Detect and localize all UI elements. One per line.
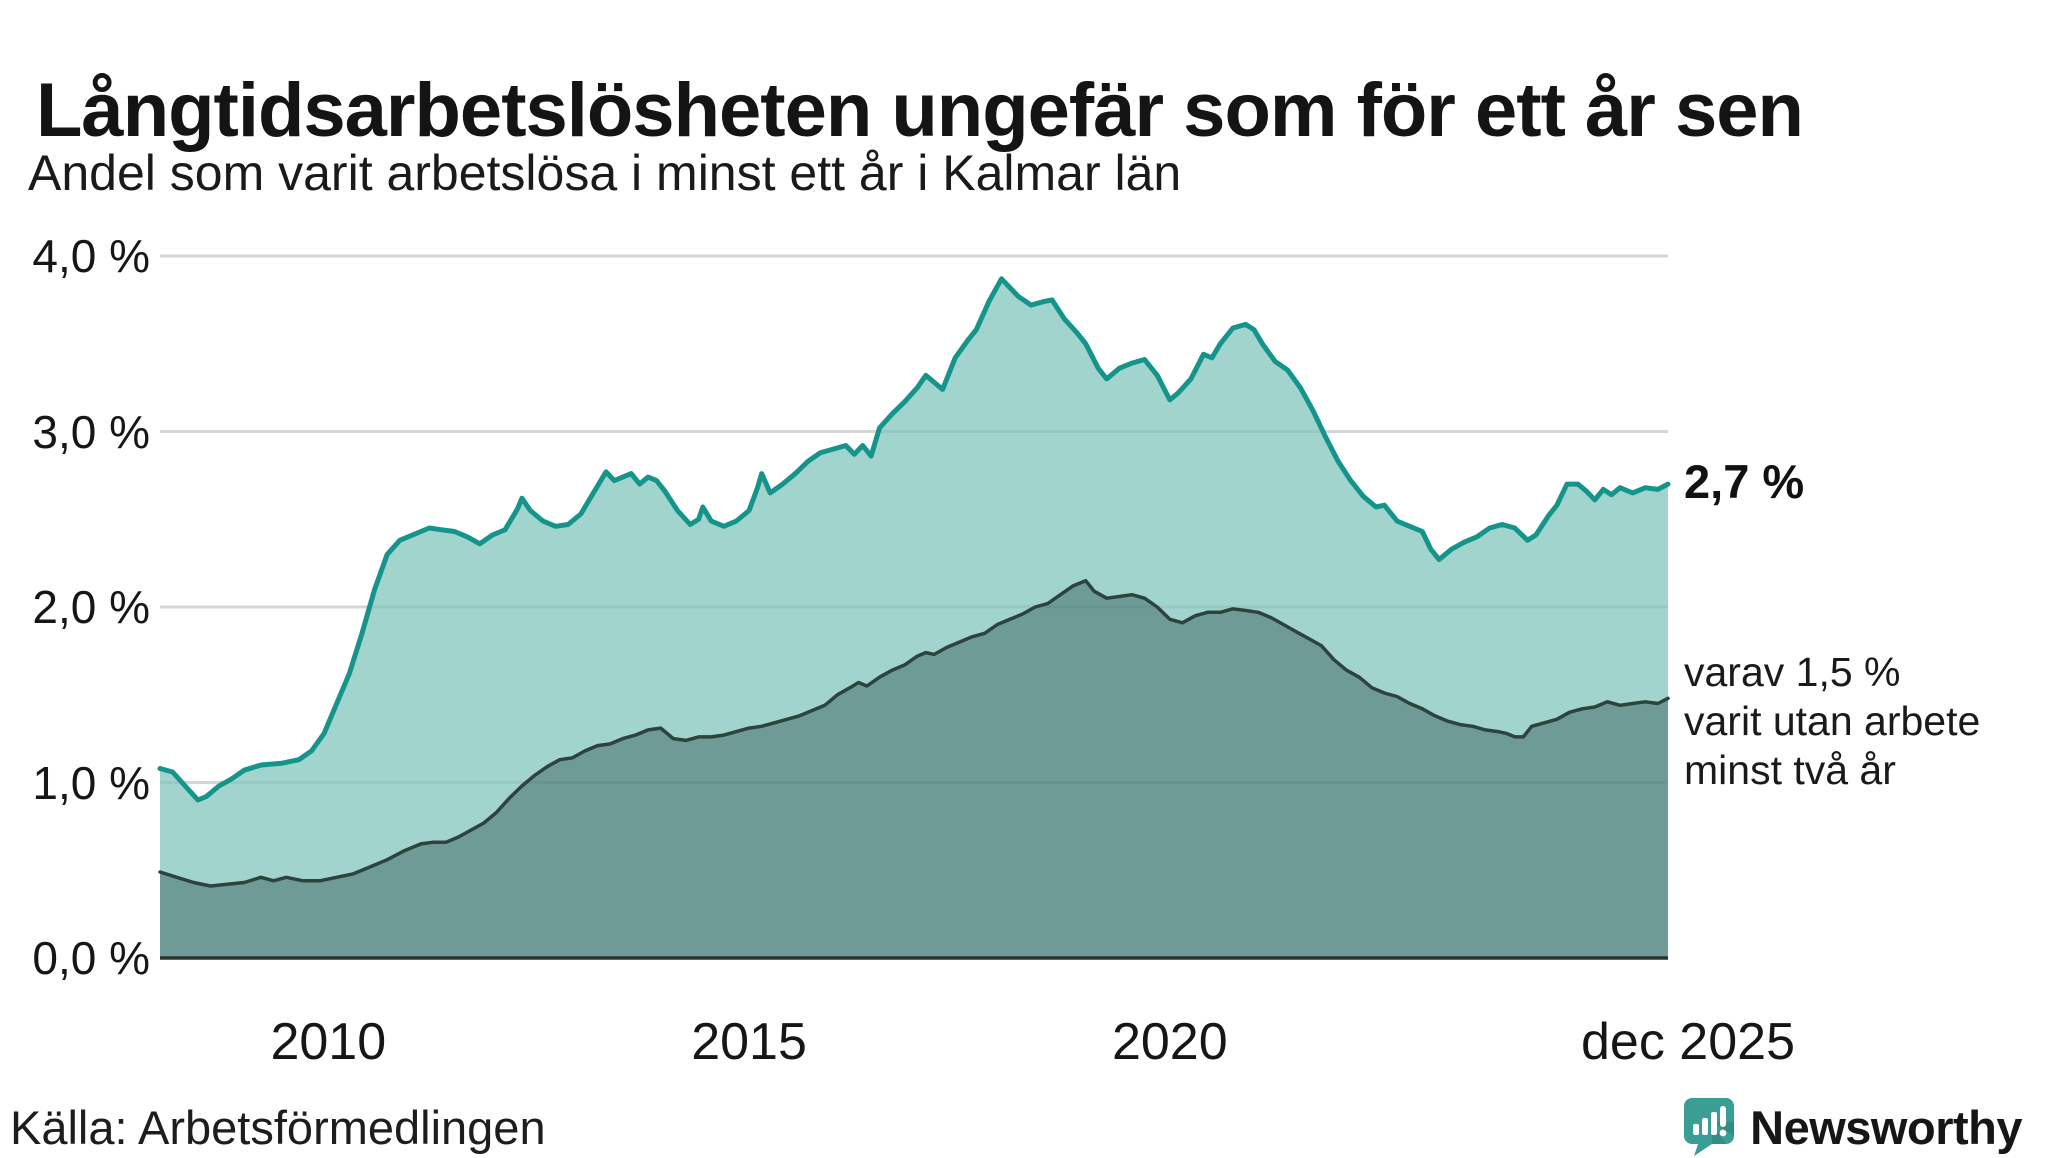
area-fill-two-years: [160, 580, 1668, 958]
line-two-years: [158, 578, 1670, 888]
source-note: Källa: Arbetsförmedlingen: [10, 1101, 546, 1154]
x-tick-label: dec 2025: [1581, 1013, 1795, 1071]
x-tick-label: 2015: [691, 1013, 807, 1071]
y-tick-label: 2,0 %: [32, 581, 150, 633]
newsworthy-logo-icon: [1684, 1098, 1735, 1156]
y-tick-label: 1,0 %: [32, 756, 150, 809]
secondary-value-label: varav 1,5 % varit utan arbete minst två …: [1684, 648, 1980, 795]
chart-title: Långtidsarbetslösheten ungefär som för e…: [36, 67, 1804, 153]
x-tick-label: 2010: [270, 1013, 387, 1071]
secondary-value-line: varit utan arbete: [1684, 698, 1981, 745]
secondary-value-line: varav 1,5 %: [1684, 649, 1901, 696]
x-tick-label: 2020: [1111, 1013, 1228, 1071]
y-tick-label: 0,0 %: [32, 932, 150, 984]
latest-value-label: 2,7 %: [1684, 455, 1805, 509]
brand-lockup: Newsworthy: [1682, 1096, 2022, 1158]
brand-name: Newsworthy: [1750, 1100, 2022, 1154]
chart-subtitle: Andel som varit arbetslösa i minst ett å…: [28, 145, 1182, 201]
line-total: [157, 276, 1671, 803]
y-tick-label: 4,0 %: [32, 230, 150, 282]
y-tick-label: 3,0 %: [32, 405, 150, 458]
secondary-value-line: minst två år: [1684, 747, 1896, 794]
